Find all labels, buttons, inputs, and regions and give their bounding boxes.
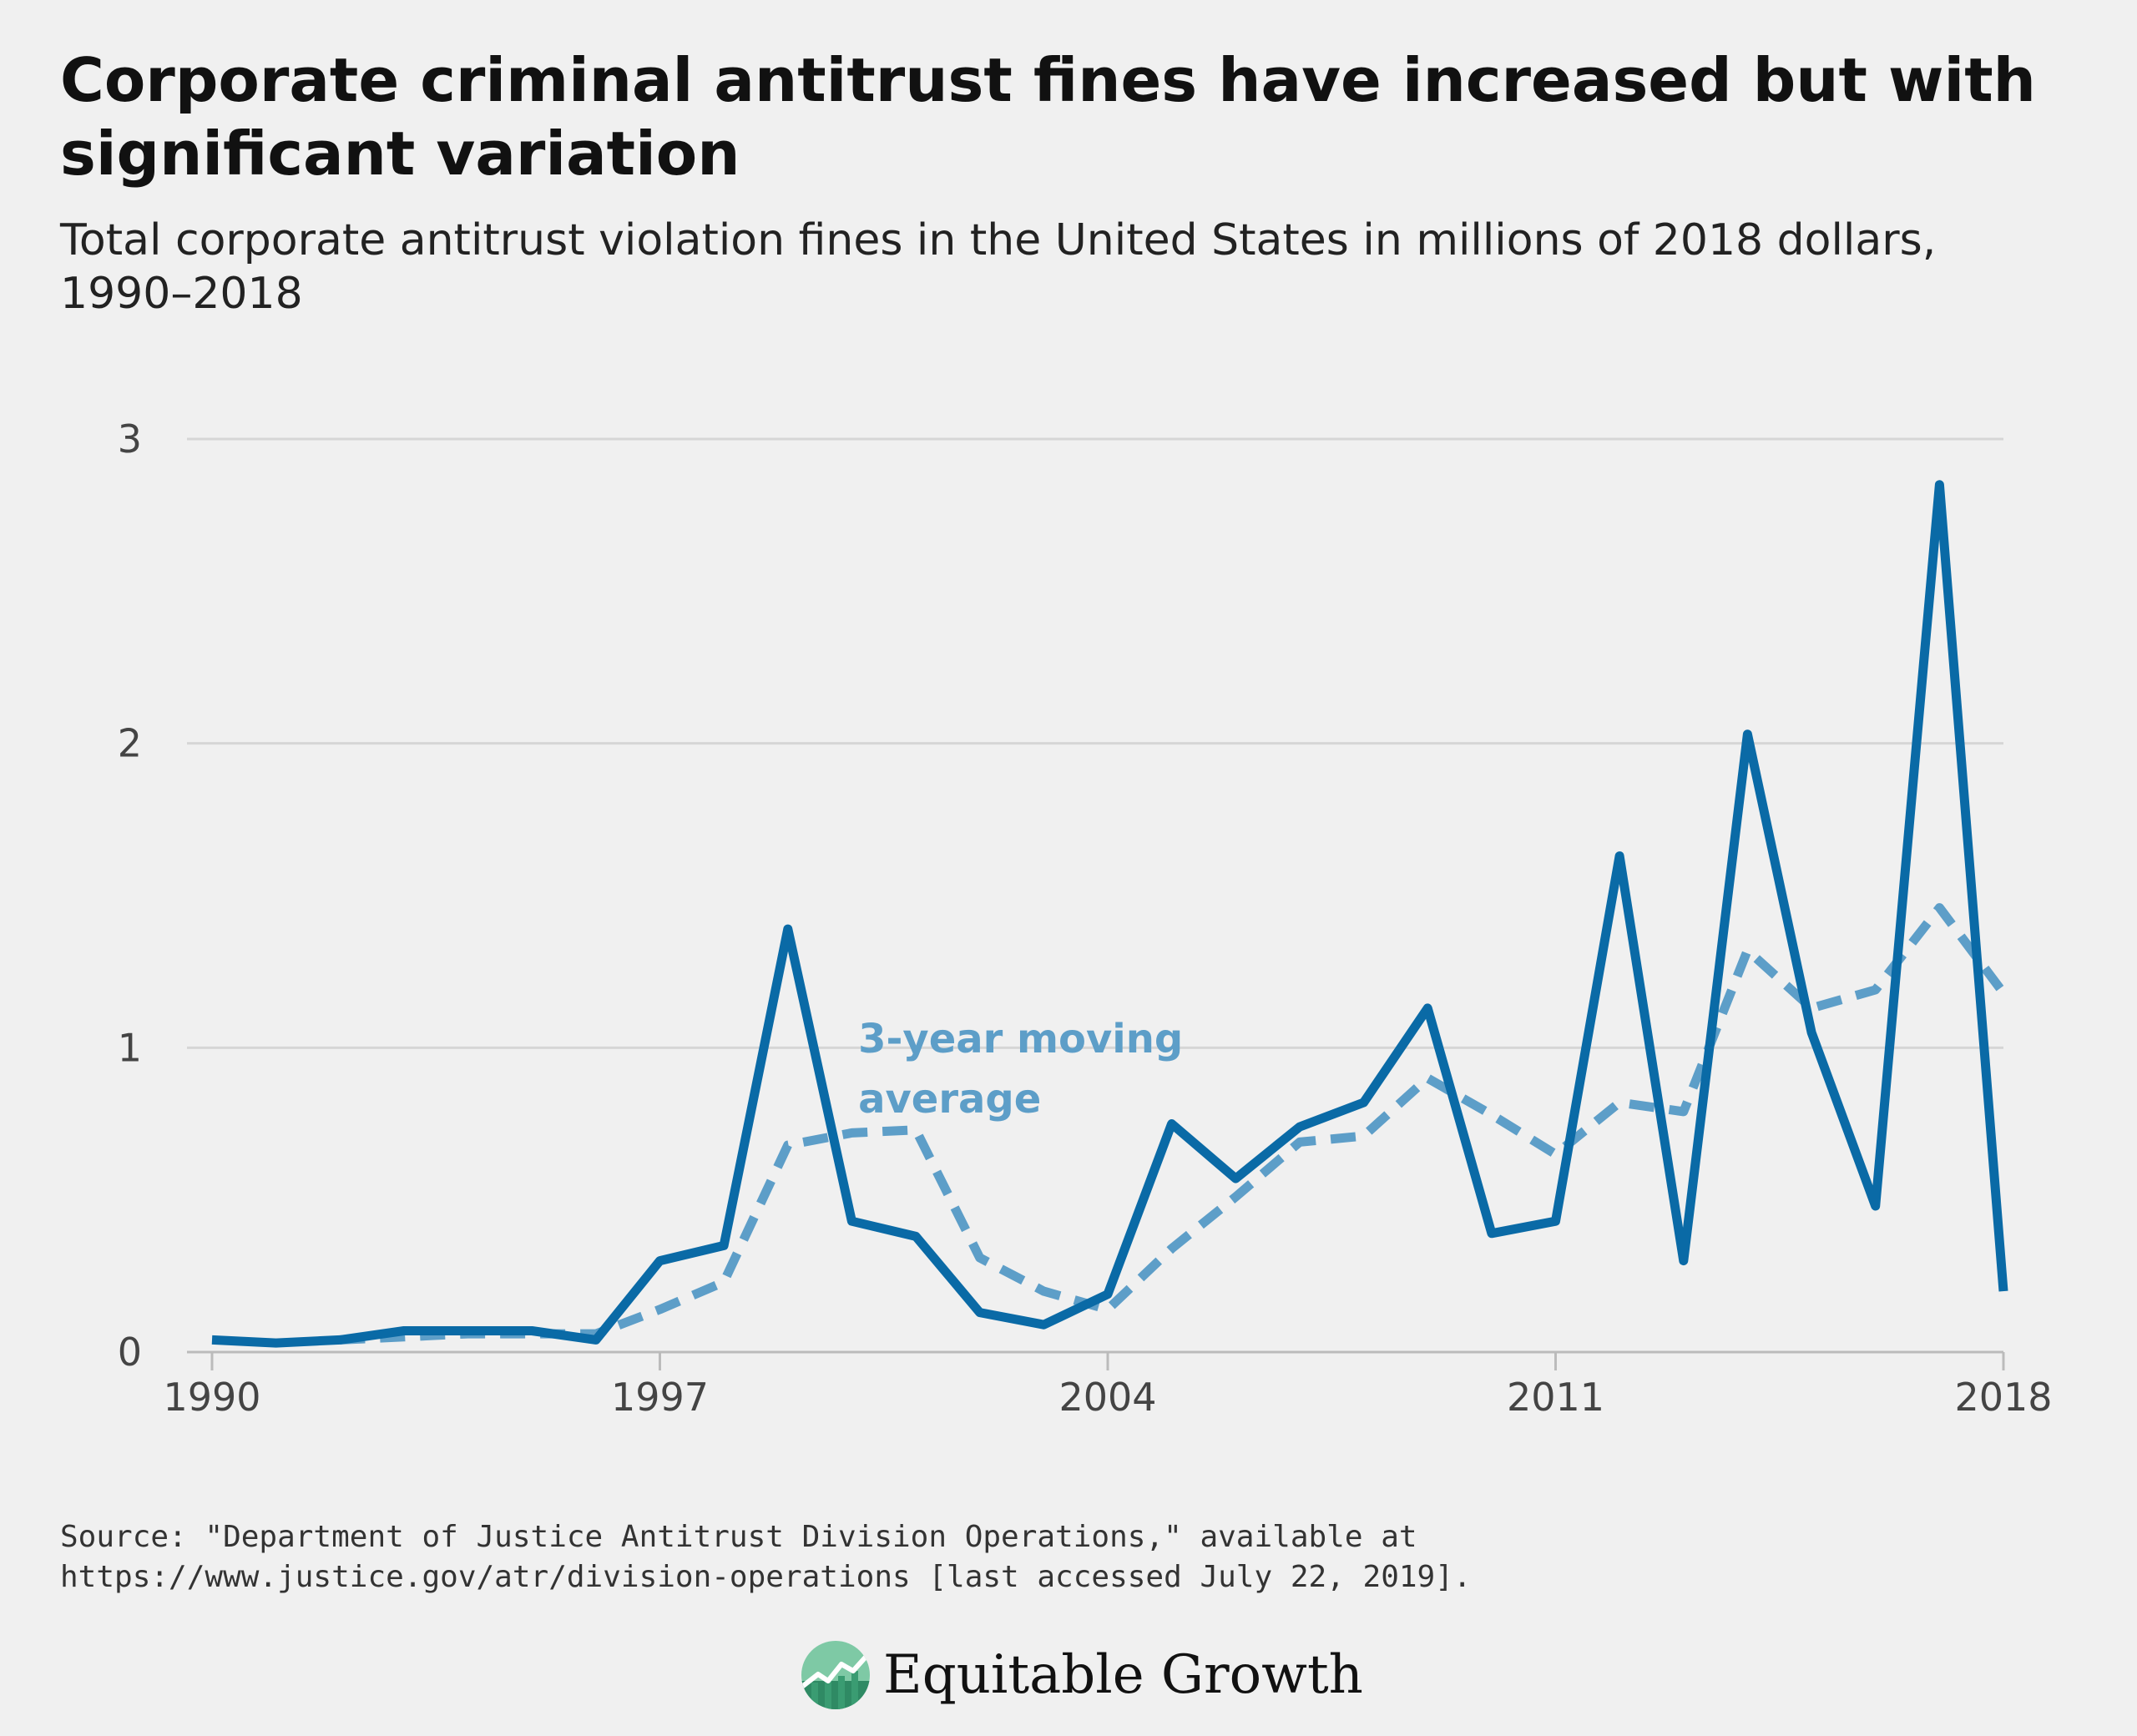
source-line-2: https://www.justice.gov/atr/division-ope…: [60, 1560, 1472, 1594]
growth-logo-icon: [801, 1641, 870, 1709]
y-tick-label-0: 0: [118, 1330, 142, 1375]
gridlines: [187, 437, 2003, 1049]
annotations: 3-year moving average: [858, 1016, 1183, 1123]
line-chart: 0 1 2 3 1990 1997 2004 2011 2018 3-year moving …: [118, 416, 2053, 1420]
source-line-1: Source: "Department of Justice Antitrust…: [60, 1520, 1417, 1554]
moving-average-line: [340, 903, 2008, 1345]
fines-line: [211, 480, 2008, 1348]
series-lines: [211, 480, 2008, 1348]
annotation-line-1: 3-year moving: [858, 1016, 1183, 1062]
annotation-line-2: average: [858, 1076, 1041, 1123]
y-tick-label-2: 2: [118, 721, 142, 766]
x-tick-label-2018: 2018: [1954, 1375, 2052, 1420]
x-axis-labels: 1990 1997 2004 2011 2018: [163, 1375, 2052, 1420]
x-axis: [187, 1350, 2005, 1370]
chart-title: Corporate criminal antitrust fines have …: [60, 45, 2036, 189]
source-note: Source: "Department of Justice Antitrust…: [60, 1517, 2064, 1597]
chart-subtitle: Total corporate antitrust violation fine…: [60, 215, 1937, 319]
x-tick-label-2011: 2011: [1507, 1375, 1604, 1420]
x-tick-label-2004: 2004: [1058, 1375, 1156, 1420]
x-tick-label-1997: 1997: [611, 1375, 709, 1420]
equitable-growth-logo: Equitable Growth: [800, 1638, 1363, 1713]
y-axis-labels: 0 1 2 3: [118, 416, 142, 1375]
y-tick-label-3: 3: [118, 416, 142, 462]
y-tick-label-1: 1: [118, 1025, 142, 1070]
logo-text: Equitable Growth: [883, 1644, 1363, 1706]
x-tick-label-1990: 1990: [163, 1375, 260, 1420]
